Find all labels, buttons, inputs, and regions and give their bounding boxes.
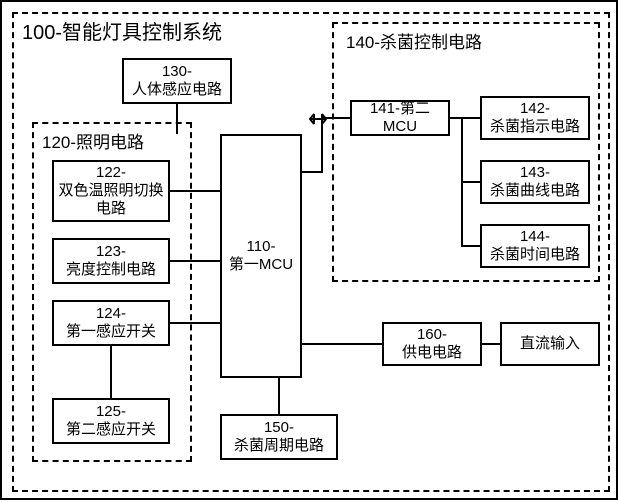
node-dc-input-text: 直流输入: [520, 335, 580, 353]
node-brightness-control-text: 123-亮度控制电路: [66, 243, 156, 279]
node-steril-cycle-text: 150-杀菌周期电路: [234, 419, 324, 455]
node-human-sensor-text: 130-人体感应电路: [132, 63, 222, 99]
node-brightness-control: 123-亮度控制电路: [52, 238, 170, 284]
node-steril-indicator-text: 142-杀菌指示电路: [490, 100, 580, 136]
node-dc-input: 直流输入: [500, 322, 600, 366]
node-second-mcu-text: 141-第二MCU: [354, 100, 446, 136]
node-steril-cycle: 150-杀菌周期电路: [220, 414, 338, 460]
node-second-sense-switch-text: 125-第二感应开关: [66, 403, 156, 439]
node-first-mcu: 110-第一MCU: [220, 134, 302, 378]
node-steril-time: 144-杀菌时间电路: [480, 224, 590, 268]
node-dual-cct-switch: 122-双色温照明切换电路: [52, 160, 170, 222]
group-sterilization-title: 140-杀菌控制电路: [342, 28, 486, 53]
group-steril-id: 140: [346, 33, 374, 52]
group-system-id: 100: [22, 22, 55, 44]
node-power-supply: 160-供电电路: [382, 322, 482, 366]
node-steril-indicator: 142-杀菌指示电路: [480, 96, 590, 140]
group-lighting-id: 120: [42, 133, 70, 152]
group-lighting-label: 照明电路: [76, 133, 144, 152]
node-steril-curve-text: 143-杀菌曲线电路: [490, 164, 580, 200]
node-second-sense-switch: 125-第二感应开关: [52, 398, 170, 444]
bidirectional-arrow-icon: [308, 110, 328, 128]
node-steril-time-text: 144-杀菌时间电路: [490, 228, 580, 264]
group-system-label: 智能灯具控制系统: [62, 22, 222, 44]
node-first-sense-switch-text: 124-第一感应开关: [66, 305, 156, 341]
group-lighting-title: 120-照明电路: [38, 128, 148, 153]
node-human-sensor: 130-人体感应电路: [122, 58, 232, 104]
group-system-title: 100-智能灯具控制系统: [18, 16, 226, 45]
node-first-mcu-text: 110-第一MCU: [229, 238, 293, 274]
node-second-mcu: 141-第二MCU: [350, 100, 450, 136]
node-dual-cct-switch-text: 122-双色温照明切换电路: [56, 164, 166, 218]
node-steril-curve: 143-杀菌曲线电路: [480, 160, 590, 204]
node-power-supply-text: 160-供电电路: [402, 326, 462, 362]
node-first-sense-switch: 124-第一感应开关: [52, 300, 170, 346]
group-steril-label: 杀菌控制电路: [380, 33, 482, 52]
diagram-canvas: 100-智能灯具控制系统 120-照明电路 140-杀菌控制电路 110-第一M…: [0, 0, 618, 500]
